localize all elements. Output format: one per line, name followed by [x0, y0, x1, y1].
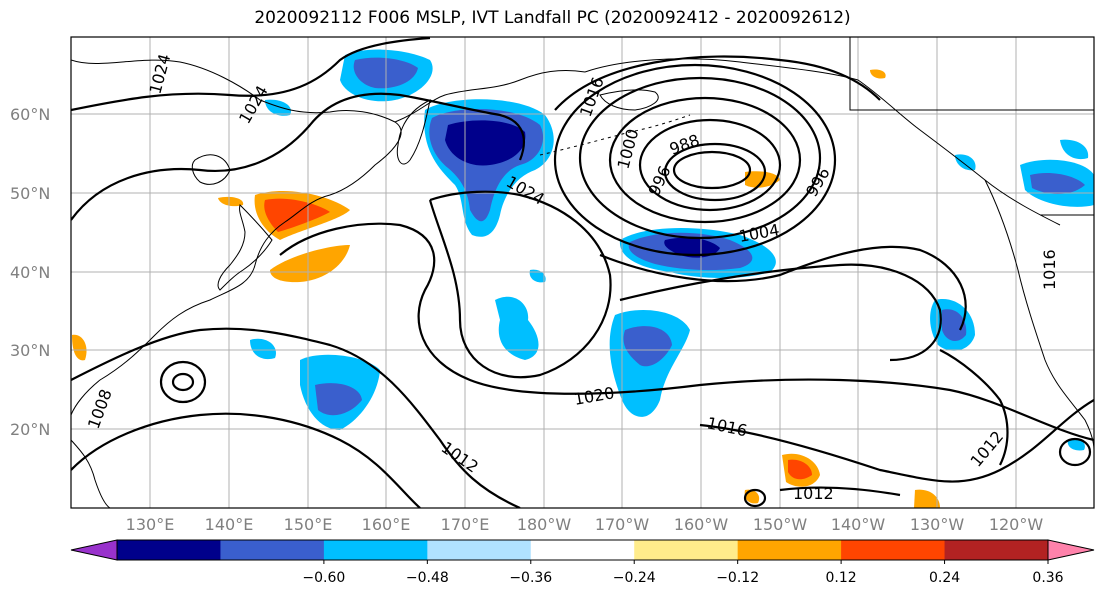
lon-label: 180°W	[517, 515, 572, 534]
lat-label: 30°N	[10, 341, 50, 360]
graticule	[71, 37, 1094, 508]
coastlines	[71, 37, 1094, 508]
lat-label: 60°N	[10, 105, 50, 124]
map-title: 2020092112 F006 MSLP, IVT Landfall PC (2…	[254, 8, 851, 28]
colorbar-extend-high	[1047, 539, 1095, 561]
colorbar-segment	[220, 540, 325, 560]
colorbar-segment	[323, 540, 428, 560]
lon-label: 130°E	[126, 515, 175, 534]
colorbar-tick-label: −0.36	[509, 570, 552, 586]
colorbar-tick-label: 0.24	[929, 570, 960, 586]
lon-label: 160°W	[674, 515, 729, 534]
colorbar-segment	[944, 540, 1049, 560]
lon-label: 170°W	[595, 515, 650, 534]
lat-label: 20°N	[10, 420, 50, 439]
colorbar-segment	[427, 540, 532, 560]
lat-label: 40°N	[10, 263, 50, 282]
colorbar-segment	[737, 540, 842, 560]
lon-label: 120°W	[989, 515, 1044, 534]
colorbar-segment	[841, 540, 946, 560]
colorbar-tick-label: −0.48	[406, 570, 449, 586]
longitude-labels: 130°E 140°E 150°E 160°E 170°E 180°W 170°…	[126, 515, 1044, 534]
lon-label: 140°W	[831, 515, 886, 534]
colorbar-tick-label: −0.60	[302, 570, 345, 586]
lon-label: 140°E	[205, 515, 254, 534]
lat-label: 50°N	[10, 184, 50, 203]
lon-label: 150°W	[753, 515, 808, 534]
colorbar-segment	[530, 540, 635, 560]
lon-label: 160°E	[362, 515, 411, 534]
map-frame	[70, 36, 1095, 509]
colorbar-extend-low	[70, 539, 118, 561]
contour-label: 1016	[1040, 249, 1059, 290]
colorbar-tick-label: 0.12	[826, 570, 857, 586]
colorbar: −0.60−0.48−0.36−0.24−0.120.120.240.360.4…	[70, 539, 1095, 586]
colorbar-tick-label: −0.12	[716, 570, 759, 586]
contour-label: 1012	[793, 484, 834, 503]
colorbar-tick-label: 0.36	[1032, 570, 1063, 586]
colorbar-segment	[634, 540, 739, 560]
lon-label: 130°W	[910, 515, 965, 534]
lon-label: 170°E	[441, 515, 490, 534]
colorbar-tick-label: −0.24	[613, 570, 656, 586]
lon-label: 150°E	[284, 515, 333, 534]
colorbar-segment	[117, 540, 221, 560]
mslp-contours	[71, 37, 1094, 508]
latitude-labels: 60°N 50°N 40°N 30°N 20°N	[10, 105, 50, 439]
